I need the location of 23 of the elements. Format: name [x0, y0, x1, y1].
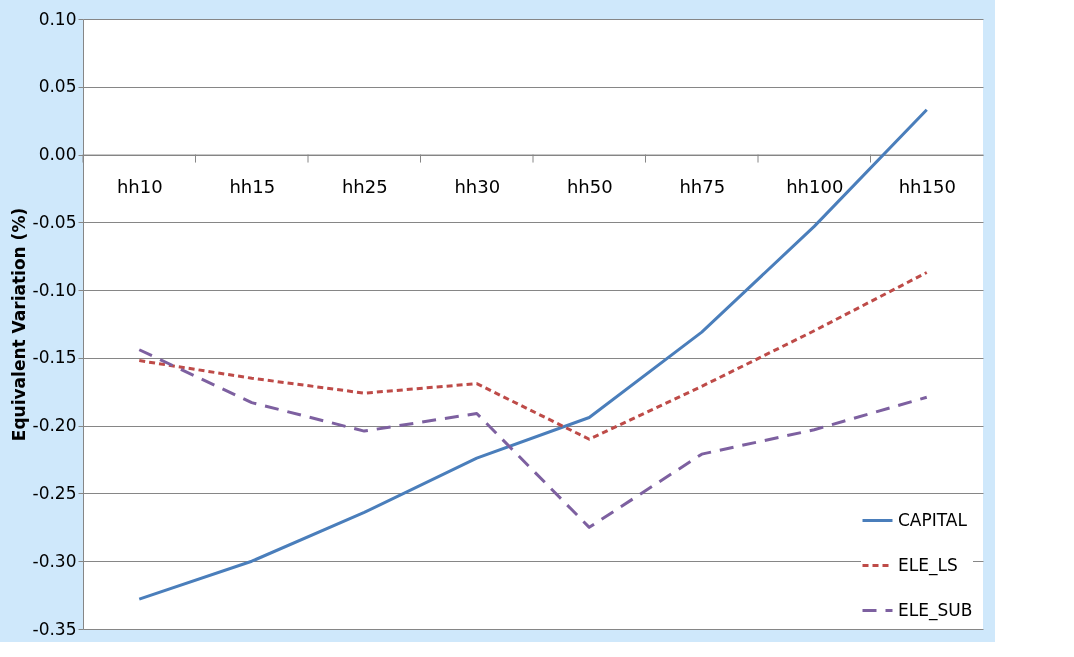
- x-tick-label: hh75: [679, 176, 726, 198]
- x-tick-label: hh25: [341, 176, 388, 198]
- y-tick-label: -0.10: [32, 279, 77, 300]
- y-axis-title: Equivalent Variation (%): [8, 207, 29, 442]
- legend-label: ELE_SUB: [898, 599, 973, 621]
- y-tick-label: 0.05: [38, 76, 77, 97]
- y-tick-label: -0.35: [32, 618, 77, 639]
- x-tick-label: hh50: [566, 176, 613, 198]
- x-tick-label: hh30: [454, 176, 501, 198]
- x-tick-label: hh10: [116, 176, 163, 198]
- x-tick-label: hh15: [229, 176, 276, 198]
- y-tick-label: -0.25: [32, 482, 77, 503]
- legend-label: ELE_LS: [898, 554, 958, 576]
- y-tick-label: -0.15: [32, 347, 77, 368]
- y-tick-label: -0.05: [32, 211, 77, 232]
- line-series: [137, 270, 929, 441]
- x-tick-label: hh150: [898, 176, 956, 198]
- y-tick-label: -0.30: [32, 550, 77, 571]
- y-tick-label: -0.20: [32, 415, 77, 436]
- y-tick-label: 0.10: [38, 8, 77, 29]
- y-tick-label: 0.00: [38, 144, 77, 165]
- legend-label: CAPITAL: [898, 509, 968, 530]
- x-tick-label: hh100: [786, 176, 844, 198]
